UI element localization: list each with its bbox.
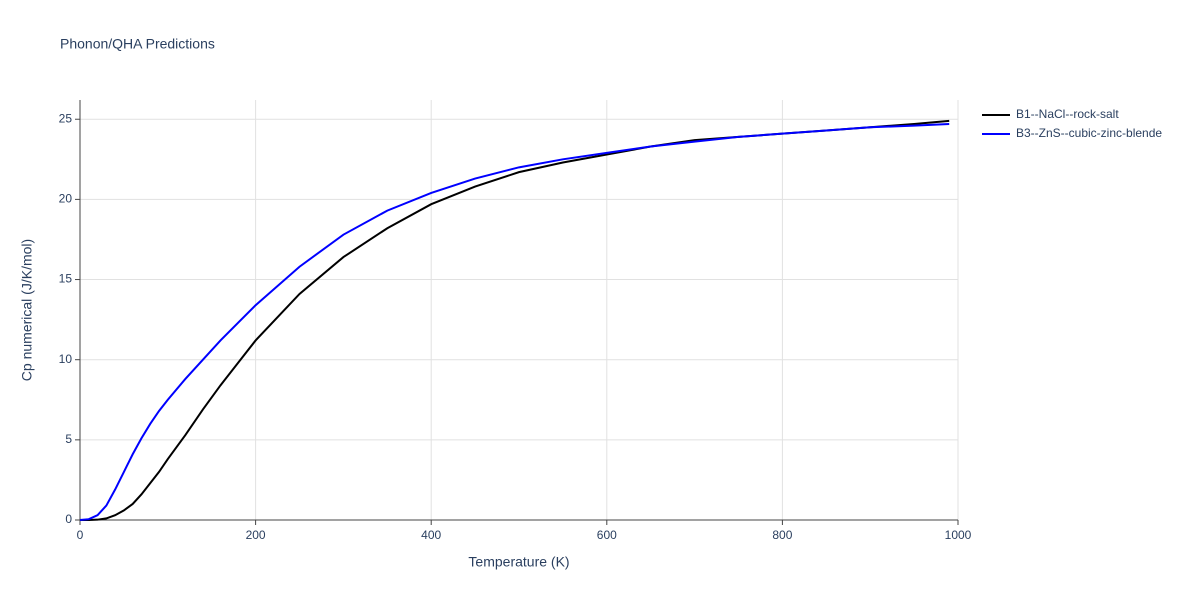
series-line [79,123,950,521]
y-tick-label: 10 [59,352,73,366]
x-tick-label: 1000 [945,528,972,542]
series-line [80,119,950,521]
x-tick-label: 800 [772,528,792,542]
x-tick-label: 400 [421,528,441,542]
x-tick-label: 600 [597,528,617,542]
x-tick-label: 0 [77,528,84,542]
y-tick-label: 15 [59,272,73,286]
x-tick-label: 200 [246,528,266,542]
chart-title: Phonon/QHA Predictions [60,36,215,52]
legend-label[interactable]: B1--NaCl--rock-salt [1016,107,1119,121]
y-tick-label: 5 [65,432,72,446]
y-axis-title: Cp numerical (J/K/mol) [19,239,35,381]
y-tick-label: 0 [65,512,72,526]
y-tick-label: 25 [59,111,73,125]
legend-label[interactable]: B3--ZnS--cubic-zinc-blende [1016,126,1162,140]
x-axis-title: Temperature (K) [468,554,569,570]
y-tick-label: 20 [59,192,73,206]
